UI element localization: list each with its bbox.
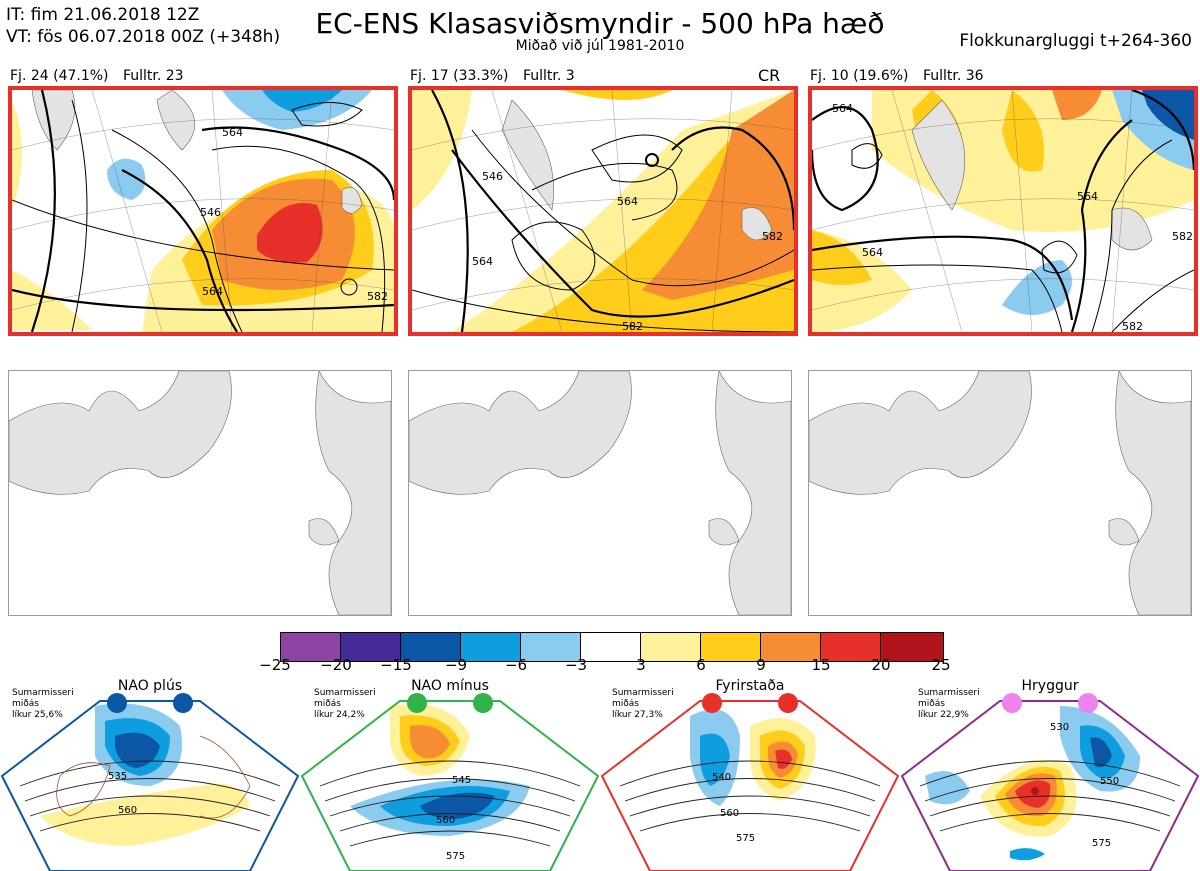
regime-blocking-contour-c: 575 <box>736 833 755 844</box>
colorbar-swatch-4 <box>461 633 521 661</box>
colorbar-swatch-9 <box>761 633 821 661</box>
colorbar-tick-5: −6 <box>504 656 528 674</box>
panel-2-contour-d: 564 <box>472 255 493 268</box>
colorbar-swatch-11 <box>881 633 943 661</box>
cluster-map-2-graphic: 546 564 582 564 582 <box>412 90 794 332</box>
colorbar <box>280 632 944 662</box>
regime-nao-minus-graphic: 545 560 575 <box>300 693 600 871</box>
cluster-map-1-graphic: 546 564 582 564 <box>12 90 394 332</box>
panel-2-fraction: Fj. 17 (33.3%) <box>410 68 509 84</box>
panel-3-representative: Fulltr. 36 <box>922 68 984 84</box>
panel-3-contour-d: 582 <box>1172 230 1193 243</box>
classification-window: Flokkunargluggi t+264-360 <box>959 31 1192 51</box>
colorbar-tick-4: −9 <box>444 656 468 674</box>
colorbar-swatch-2 <box>341 633 401 661</box>
panel-1-label: Fj. 24 (47.1%) Fulltr. 23 <box>10 68 194 84</box>
panel-2-contour-a: 546 <box>482 170 503 183</box>
colorbar-tick-2: −20 <box>320 656 352 674</box>
panel-3-contour-c: 564 <box>862 246 883 259</box>
cluster-map-1: 546 564 582 564 <box>8 86 398 336</box>
panel-2-contour-c: 582 <box>762 230 783 243</box>
regime-ridge: Sumarmisseri miðás líkur 22,9% Hryggur 5… <box>900 676 1200 871</box>
regime-nao-minus: Sumarmisseri miðás líkur 24,2% NAO mínus… <box>300 676 600 871</box>
panel-1-representative: Fulltr. 23 <box>122 68 184 84</box>
colorbar-swatch-1 <box>281 633 341 661</box>
panel-1-contour-c: 582 <box>367 290 388 303</box>
regime-nao-plus: Sumarmisseri miðás líkur 25,6% NAO plús … <box>0 676 300 871</box>
regime-nao-minus-contour-b: 560 <box>436 815 455 826</box>
regime-blocking-info: Sumarmisseri miðás líkur 27,3% <box>612 688 674 720</box>
cluster-map-3: 564 564 564 582 582 <box>808 86 1198 336</box>
panel-3-contour-a: 564 <box>832 102 853 115</box>
colorbar-tick-8: 6 <box>696 656 706 674</box>
regime-blocking: Sumarmisseri miðás líkur 27,3% Fyrirstað… <box>600 676 900 871</box>
panel-1-contour-d: 564 <box>202 285 223 298</box>
regime-ridge-graphic: 530 550 575 <box>900 693 1200 871</box>
panel-1-contour-a: 546 <box>200 206 221 219</box>
empty-map-1 <box>8 370 392 616</box>
regime-blocking-title: Fyrirstaða <box>715 678 785 694</box>
panel-1-fraction: Fj. 24 (47.1%) <box>10 68 109 84</box>
regime-nao-plus-title: NAO plús <box>117 678 183 694</box>
panel-2-representative: Fulltr. 3 <box>522 68 575 84</box>
empty-map-2 <box>408 370 792 616</box>
colorbar-tick-11: 20 <box>871 656 891 674</box>
panel-2-label: Fj. 17 (33.3%) Fulltr. 3 <box>410 68 585 84</box>
panel-2-contour-b: 564 <box>617 195 638 208</box>
colorbar-tick-3: −15 <box>380 656 412 674</box>
panel-3-contour-b: 564 <box>1077 190 1098 203</box>
colorbar-tick-1: −25 <box>259 656 291 674</box>
panel-1-contour-b: 564 <box>222 126 243 139</box>
regime-ridge-contour-b: 550 <box>1100 776 1119 787</box>
page-subtitle: Miðað við júl 1981-2010 <box>515 38 685 54</box>
initial-time: IT: fim 21.06.2018 12Z <box>6 5 200 25</box>
regime-nao-plus-contour-b: 560 <box>118 805 137 816</box>
panel-3-contour-e: 582 <box>1122 320 1143 332</box>
panel-2-cr-tag: CR <box>758 66 781 85</box>
panel-2-contour-e: 582 <box>622 320 643 332</box>
colorbar-swatch-3 <box>401 633 461 661</box>
panel-3-label: Fj. 10 (19.6%) Fulltr. 36 <box>810 68 994 84</box>
regime-blocking-graphic: 540 560 575 <box>600 693 900 871</box>
regime-blocking-contour-b: 560 <box>720 808 739 819</box>
colorbar-swatch-8 <box>701 633 761 661</box>
regime-nao-minus-contour-c: 575 <box>446 851 465 862</box>
panel-3-fraction: Fj. 10 (19.6%) <box>810 68 909 84</box>
regime-ridge-title: Hryggur <box>1021 678 1079 694</box>
colorbar-tick-10: 15 <box>811 656 831 674</box>
header-times: IT: fim 21.06.2018 12Z VT: fös 06.07.201… <box>6 4 280 48</box>
regime-nao-minus-contour-a: 545 <box>452 775 471 786</box>
regime-nao-minus-info: Sumarmisseri miðás líkur 24,2% <box>314 688 376 720</box>
cluster-map-2: 546 564 582 564 582 <box>408 86 798 336</box>
regime-nao-minus-title: NAO mínus <box>411 678 489 694</box>
colorbar-swatch-7 <box>641 633 701 661</box>
colorbar-tick-6: −3 <box>564 656 588 674</box>
colorbar-tick-12: 25 <box>931 656 951 674</box>
regime-nao-plus-info: Sumarmisseri miðás líkur 25,6% <box>12 688 74 720</box>
colorbar-swatch-10 <box>821 633 881 661</box>
regime-blocking-contour-a: 540 <box>712 772 731 783</box>
regime-nao-plus-contour-a: 535 <box>108 771 127 782</box>
colorbar-swatch-5 <box>521 633 581 661</box>
colorbar-tick-9: 9 <box>756 656 766 674</box>
empty-map-1-graphic <box>9 371 391 615</box>
empty-map-3-graphic <box>809 371 1191 615</box>
colorbar-swatch-6 <box>581 633 641 661</box>
empty-map-2-graphic <box>409 371 791 615</box>
regime-ridge-contour-c: 575 <box>1092 838 1111 849</box>
regime-ridge-info: Sumarmisseri miðás líkur 22,9% <box>918 688 980 720</box>
empty-map-3 <box>808 370 1192 616</box>
valid-time: VT: fös 06.07.2018 00Z (+348h) <box>6 27 281 47</box>
cluster-map-3-graphic: 564 564 564 582 582 <box>812 90 1194 332</box>
regime-nao-plus-graphic: 535 560 <box>0 693 300 871</box>
colorbar-tick-7: 3 <box>636 656 646 674</box>
regime-ridge-contour-a: 530 <box>1050 722 1069 733</box>
page-title: EC-ENS Klasasviðsmyndir - 500 hPa hæð <box>315 7 885 40</box>
